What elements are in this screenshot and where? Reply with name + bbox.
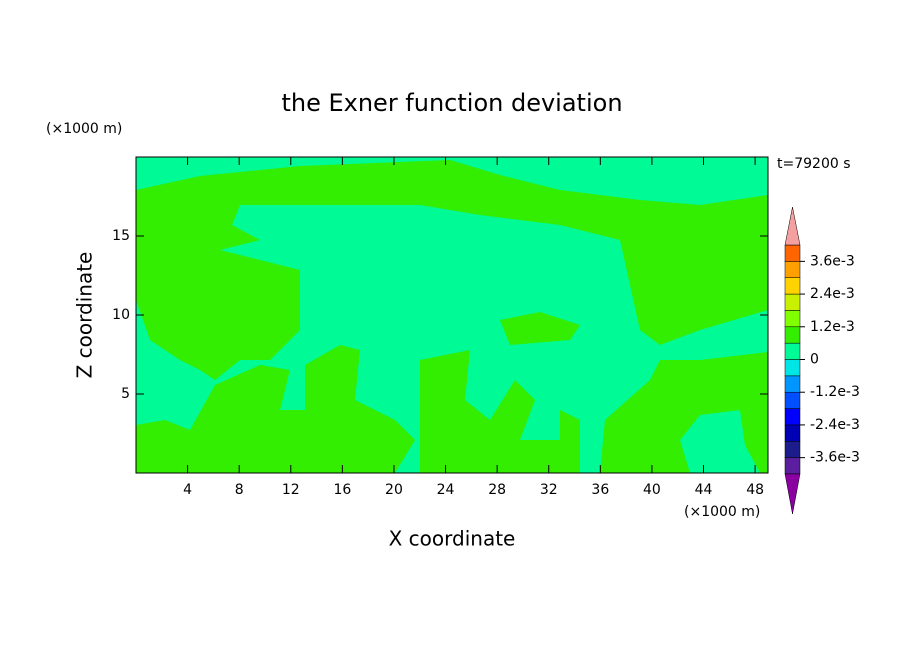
colorbar-label: -1.2e-3 (810, 384, 860, 400)
x-tick-label: 24 (437, 482, 455, 498)
colorbar-bin (784, 261, 801, 278)
colorbar-bin (784, 424, 801, 442)
contour-fill (136, 160, 768, 380)
colorbar-bin (784, 326, 801, 344)
x-tick-label: 12 (282, 482, 300, 498)
colorbar-bin (784, 310, 801, 328)
y-tick-label: 5 (121, 386, 130, 402)
colorbar-bin (784, 244, 801, 262)
x-tick-label: 28 (488, 482, 506, 498)
contour-fill (136, 345, 415, 473)
colorbar-label: 0 (810, 352, 819, 368)
x-tick-label: 20 (385, 482, 403, 498)
time-annotation: t=79200 s (777, 156, 851, 172)
colorbar-label: 2.4e-3 (810, 286, 855, 302)
x-tick-label: 36 (591, 482, 609, 498)
colorbar-bin (784, 408, 801, 426)
x-tick-label: 16 (333, 482, 351, 498)
colorbar-bin (784, 277, 801, 295)
y-unit: (×1000 m) (46, 121, 122, 137)
colorbar-bin (784, 359, 801, 377)
chart-title: the Exner function deviation (281, 89, 622, 117)
colorbar-bin (784, 441, 801, 458)
contour-fill (600, 352, 768, 473)
contour-fill (500, 312, 580, 345)
x-tick-label: 32 (540, 482, 558, 498)
colorbar-bin (784, 391, 801, 409)
colorbar-bin (784, 342, 801, 360)
x-tick-label: 48 (746, 482, 764, 498)
y-tick-label: 10 (112, 307, 130, 323)
colorbar-label: -3.6e-3 (810, 450, 860, 466)
x-tick-label: 8 (235, 482, 244, 498)
colorbar-label: 1.2e-3 (810, 319, 855, 335)
y-axis-label: Z coordinate (73, 252, 97, 379)
colorbar-over (784, 206, 801, 246)
colorbar-label: -2.4e-3 (810, 417, 860, 433)
y-tick-label: 15 (112, 228, 130, 244)
colorbar-bin (784, 293, 801, 311)
x-axis-label: X coordinate (389, 527, 516, 551)
colorbar-label: 3.6e-3 (810, 253, 855, 269)
x-tick-label: 44 (695, 482, 713, 498)
x-tick-label: 40 (643, 482, 661, 498)
colorbar-bin (784, 375, 801, 393)
x-tick-label: 4 (183, 482, 192, 498)
colorbar-under (784, 473, 801, 515)
contour-fill (420, 350, 580, 473)
x-unit: (×1000 m) (684, 504, 760, 520)
colorbar-bin (784, 457, 801, 475)
